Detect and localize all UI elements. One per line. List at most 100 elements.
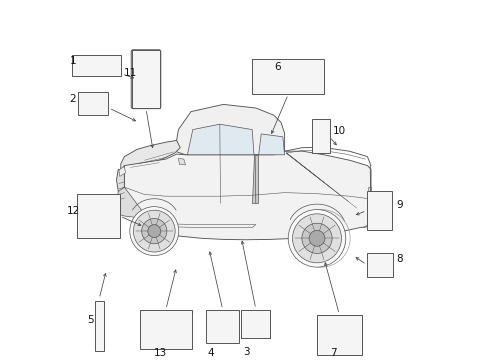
Bar (243, 332, 269, 336)
Bar (97, 322, 101, 328)
Bar (136, 54, 156, 62)
Circle shape (133, 210, 175, 252)
Bar (101, 63, 108, 72)
Bar (80, 93, 92, 102)
Polygon shape (175, 104, 285, 155)
Polygon shape (117, 166, 124, 192)
Bar (142, 329, 173, 332)
Bar (96, 205, 99, 222)
Circle shape (253, 63, 258, 68)
Text: 13: 13 (154, 348, 168, 358)
Bar (79, 205, 82, 222)
Circle shape (351, 322, 357, 328)
FancyBboxPatch shape (131, 50, 161, 109)
Bar (252, 59, 324, 94)
Polygon shape (116, 187, 144, 218)
Bar (87, 205, 90, 222)
Bar (83, 63, 92, 72)
Text: 2: 2 (69, 94, 76, 104)
Bar (258, 86, 323, 91)
Bar (132, 50, 160, 108)
Bar (369, 254, 391, 257)
Bar (109, 205, 112, 222)
Text: 7: 7 (330, 348, 337, 358)
Bar (79, 198, 102, 199)
Bar (216, 312, 225, 324)
Bar (338, 337, 347, 348)
Circle shape (138, 61, 154, 77)
Bar (113, 205, 116, 222)
Bar (258, 69, 323, 73)
Bar (243, 327, 269, 331)
Bar (368, 214, 390, 220)
Circle shape (302, 223, 332, 253)
Polygon shape (121, 140, 180, 170)
Bar (79, 225, 118, 235)
Text: 5: 5 (87, 315, 94, 325)
Text: 3: 3 (244, 347, 250, 357)
Bar (74, 63, 82, 72)
Circle shape (293, 214, 342, 263)
Bar (209, 331, 215, 338)
Bar (242, 310, 270, 338)
Polygon shape (368, 187, 371, 205)
Bar (368, 198, 390, 204)
Bar (243, 312, 269, 316)
Bar (83, 205, 86, 222)
Bar (143, 334, 156, 345)
Bar (368, 253, 392, 277)
Text: 1: 1 (69, 55, 76, 66)
Text: 6: 6 (274, 62, 280, 72)
Bar (349, 322, 358, 334)
Bar (94, 103, 106, 112)
Bar (258, 63, 323, 68)
Circle shape (142, 219, 167, 244)
Bar (175, 334, 189, 345)
Circle shape (316, 123, 326, 134)
Circle shape (288, 210, 346, 267)
Polygon shape (252, 155, 258, 203)
Text: 12: 12 (67, 206, 80, 216)
Bar (209, 312, 215, 320)
Circle shape (309, 230, 325, 246)
Bar (79, 196, 107, 197)
Bar (72, 55, 121, 76)
Bar (369, 253, 379, 263)
Bar (243, 318, 269, 321)
Bar (206, 310, 239, 343)
Polygon shape (124, 151, 371, 240)
Bar (368, 222, 390, 228)
Bar (227, 326, 236, 338)
Polygon shape (187, 124, 254, 155)
Polygon shape (370, 192, 388, 195)
Text: 4: 4 (208, 348, 214, 358)
Bar (142, 313, 191, 328)
Bar (80, 103, 92, 112)
Bar (243, 322, 269, 326)
Bar (326, 337, 335, 348)
Bar (349, 337, 358, 348)
Text: ×: × (207, 313, 214, 322)
Bar (104, 205, 108, 222)
Bar (381, 265, 391, 274)
Bar (369, 265, 379, 274)
Bar (258, 80, 323, 85)
Bar (381, 253, 391, 263)
Bar (143, 311, 192, 313)
Bar (227, 312, 236, 324)
Circle shape (130, 207, 179, 256)
Polygon shape (319, 316, 325, 320)
Bar (313, 120, 329, 123)
Bar (317, 315, 362, 355)
Polygon shape (259, 134, 285, 155)
Bar (367, 191, 392, 230)
Bar (95, 301, 104, 351)
Bar (77, 92, 108, 115)
Text: 9: 9 (396, 199, 403, 210)
Bar (79, 203, 92, 204)
Bar (258, 61, 323, 64)
Bar (209, 322, 215, 329)
Bar (79, 201, 97, 202)
Text: 8: 8 (396, 253, 403, 264)
Circle shape (148, 225, 161, 238)
